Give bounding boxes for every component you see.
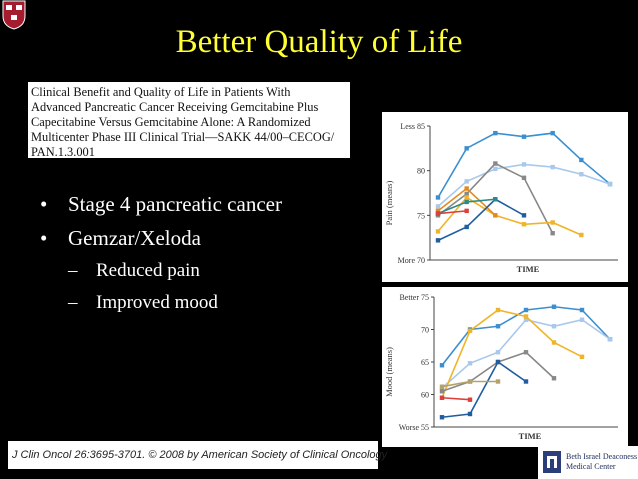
data-point — [521, 213, 527, 218]
series-line — [437, 210, 467, 215]
y-tick-label: 80 — [417, 167, 425, 176]
y-tick-label: 75 — [417, 211, 425, 220]
data-point — [579, 307, 585, 313]
data-point — [435, 229, 441, 234]
data-point — [467, 379, 473, 384]
data-point — [435, 195, 441, 200]
data-point — [521, 175, 527, 181]
bidmc-logo: Beth Israel Deaconess Medical Center — [538, 446, 638, 479]
data-point — [439, 389, 445, 394]
data-point — [435, 211, 441, 216]
sub-bullet-item: Reduced pain — [40, 255, 282, 287]
data-point — [493, 197, 498, 202]
data-point — [521, 134, 527, 139]
x-axis-label: TIME — [519, 431, 542, 441]
data-point — [467, 397, 473, 402]
data-point — [551, 304, 557, 309]
y-tick-label: 70 — [421, 326, 429, 335]
bullet-list: Stage 4 pancreatic cancer Gemzar/Xeloda … — [40, 187, 282, 319]
bullet-item: Stage 4 pancreatic cancer — [40, 187, 282, 221]
bidmc-logo-line: Medical Center — [566, 462, 616, 471]
data-point — [521, 222, 527, 227]
data-point — [493, 166, 498, 172]
data-point — [579, 317, 585, 322]
citation-line: Capecitabine Versus Gemcitabine Alone: A… — [31, 115, 311, 129]
harvard-shield-logo — [2, 0, 26, 30]
y-axis-label: Pain (means) — [384, 181, 394, 226]
data-point — [464, 179, 469, 184]
data-point — [464, 199, 469, 205]
data-point — [435, 238, 441, 243]
data-point — [607, 181, 613, 187]
bidmc-logo-line: Beth Israel Deaconess — [566, 452, 638, 461]
y-axis-label: Mood (means) — [384, 347, 394, 397]
data-point — [464, 186, 469, 191]
bullet-item: Gemzar/Xeloda — [40, 221, 282, 255]
y-tick-label: Worse 55 — [399, 423, 429, 432]
data-point — [435, 208, 441, 214]
data-point — [550, 164, 555, 170]
series-line — [441, 360, 527, 419]
y-tick-label: More 70 — [398, 256, 425, 265]
data-point — [523, 314, 529, 319]
citation-line: Multicenter Phase III Clinical Trial—SAK… — [31, 130, 335, 144]
mood-chart: Worse 55 60 65 70 Better 75 TIME Mood (means) — [382, 287, 628, 447]
data-point — [439, 363, 445, 368]
y-tick-label: 65 — [421, 358, 429, 367]
footer-citation: J Clin Oncol 26:3695-3701. © 2008 by Ame… — [8, 441, 387, 469]
data-point — [495, 350, 501, 355]
data-point — [550, 130, 555, 136]
data-point — [467, 361, 473, 366]
data-point — [551, 340, 557, 345]
slide-title: Better Quality of Life — [175, 24, 463, 60]
pain-chart: More 70 75 80 Less 85 TIME Pain (means) — [382, 112, 628, 282]
data-point — [523, 350, 529, 355]
y-tick-label: Better 75 — [399, 293, 429, 302]
data-point — [435, 204, 441, 209]
data-point — [523, 379, 529, 384]
data-point — [495, 307, 501, 313]
data-point — [495, 359, 501, 365]
data-point — [495, 324, 501, 329]
series-line — [441, 309, 583, 399]
x-axis-label: TIME — [517, 264, 540, 274]
data-point — [579, 157, 584, 163]
citation-line: PAN.1.3.001 — [31, 145, 95, 159]
series-line — [437, 196, 582, 236]
data-point — [439, 395, 445, 400]
data-point — [493, 161, 498, 166]
data-point — [579, 172, 584, 177]
data-point — [464, 195, 469, 200]
data-point — [464, 146, 469, 151]
data-point — [579, 354, 585, 359]
article-citation: Clinical Benefit and Quality of Life in … — [28, 82, 350, 159]
data-point — [467, 328, 473, 333]
data-point — [464, 191, 469, 197]
data-point — [493, 213, 498, 218]
series-line — [441, 396, 471, 401]
data-point — [550, 231, 555, 236]
data-point — [579, 232, 584, 238]
data-point — [521, 162, 527, 167]
citation-line: Clinical Benefit and Quality of Life in … — [31, 85, 291, 99]
data-point — [439, 384, 445, 389]
data-point — [464, 208, 469, 214]
data-point — [439, 415, 445, 420]
data-point — [493, 130, 498, 136]
data-point — [551, 376, 557, 381]
data-point — [495, 379, 501, 384]
data-point — [607, 337, 613, 342]
y-tick-label: 60 — [421, 391, 429, 400]
bidmc-seal-icon — [543, 451, 561, 473]
y-tick-label: Less 85 — [400, 122, 425, 131]
series-line — [437, 198, 525, 242]
data-point — [467, 411, 473, 417]
data-point — [523, 307, 529, 313]
data-point — [550, 220, 555, 225]
sub-bullet-item: Improved mood — [40, 287, 282, 319]
data-point — [551, 324, 557, 329]
data-point — [523, 317, 529, 322]
data-point — [464, 224, 469, 230]
citation-line: Advanced Pancreatic Cancer Receiving Gem… — [31, 100, 319, 114]
